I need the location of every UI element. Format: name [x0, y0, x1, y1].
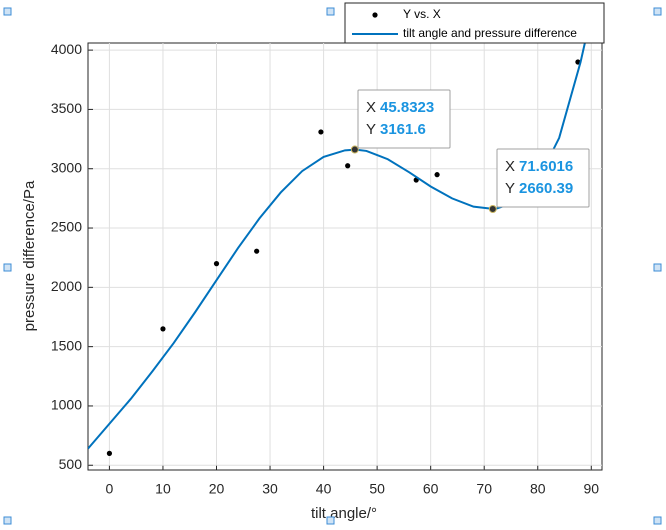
data-point — [213, 261, 220, 267]
data-point — [160, 326, 166, 332]
x-tick-label: 0 — [106, 481, 114, 497]
x-tick-label: 90 — [584, 481, 600, 497]
x-tick-label: 70 — [476, 481, 492, 497]
datatip-x-label: X — [505, 158, 515, 175]
x-tick-label: 20 — [209, 481, 225, 497]
legend-label: Y vs. X — [403, 7, 441, 21]
overlay: 0 10 20 30 40 50 60 70 80 90 500 1000 1500 2000 2500 30… — [51, 2, 605, 497]
y-tick-label: 4000 — [51, 41, 82, 57]
x-tick-label: 60 — [423, 481, 439, 497]
x-tick-label: 50 — [369, 481, 385, 497]
plot-area — [87, 42, 603, 471]
y-tick-label: 3000 — [51, 159, 82, 175]
datatip-marker — [350, 145, 359, 154]
y-tick-label: 2000 — [51, 278, 82, 294]
selection-handle[interactable] — [653, 263, 662, 272]
selection-handle[interactable] — [3, 516, 12, 525]
legend-label: tilt angle and pressure difference — [403, 26, 577, 40]
y-tick-label: 1000 — [51, 397, 82, 413]
selection-handle[interactable] — [326, 516, 335, 525]
x-axis-label: tilt angle/° — [311, 505, 377, 522]
y-tick-label: 1500 — [51, 337, 82, 353]
datatip-box — [357, 89, 451, 149]
x-tick-label: 30 — [262, 481, 278, 497]
datatip-box — [496, 148, 590, 208]
legend-box — [344, 2, 605, 44]
selection-handle[interactable] — [3, 7, 12, 16]
datatip-x-label: X — [366, 99, 376, 116]
datatip-y-label: Y — [366, 121, 376, 138]
datatip-y-value: 3161.6 — [380, 121, 426, 138]
datatip-x-value: 71.6016 — [519, 158, 573, 175]
y-axis-label: pressure difference/Pa — [21, 180, 38, 331]
datatip-y-label: Y — [505, 180, 515, 197]
y-tick-label: 3500 — [51, 100, 82, 116]
x-tick-label: 80 — [530, 481, 546, 497]
selection-handle[interactable] — [326, 7, 335, 16]
datatip-x-value: 45.8323 — [380, 99, 434, 116]
y-tick-label: 2500 — [51, 219, 82, 235]
data-point — [318, 129, 324, 135]
selection-handle[interactable] — [3, 263, 12, 272]
data-point — [106, 450, 113, 456]
datatip-y-value: 2660.39 — [519, 180, 573, 197]
legend-marker — [372, 12, 378, 18]
selection-handle[interactable] — [653, 7, 662, 16]
datatip-marker — [488, 205, 497, 214]
data-point — [434, 172, 440, 178]
y-tick-label: 500 — [59, 456, 83, 472]
data-point — [345, 163, 351, 169]
data-point — [254, 248, 260, 254]
selection-handle[interactable] — [653, 516, 662, 525]
x-tick-label: 10 — [155, 481, 171, 497]
grid — [88, 43, 602, 470]
x-tick-label: 40 — [316, 481, 332, 497]
